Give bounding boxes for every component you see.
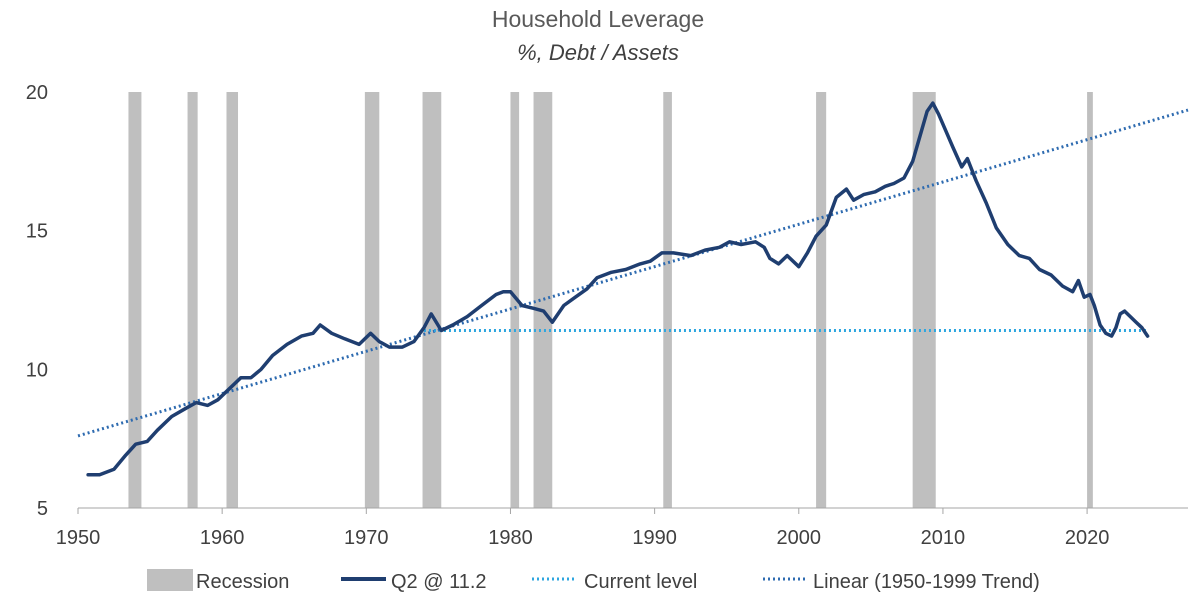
x-tick-label: 1960 xyxy=(200,527,245,549)
chart-subtitle: %, Debt / Assets xyxy=(517,40,679,65)
recession-bands xyxy=(128,92,1093,508)
legend: Recession Q2 @ 11.2 Current level Linear… xyxy=(147,569,1040,593)
recession-band xyxy=(912,92,936,508)
recession-band xyxy=(663,92,672,508)
trend-line-layer xyxy=(77,108,1189,438)
leverage-series-line xyxy=(86,101,1150,477)
y-axis-ticks: 5 10 15 20 xyxy=(26,82,48,520)
legend-trend-label: Linear (1950-1999 Trend) xyxy=(813,571,1040,593)
y-tick-label: 20 xyxy=(26,82,48,104)
x-tick-label: 1990 xyxy=(632,527,677,549)
recession-band xyxy=(226,92,239,508)
recession-band xyxy=(128,92,142,508)
recession-band xyxy=(816,92,827,508)
recession-band xyxy=(422,92,442,508)
chart-title: Household Leverage xyxy=(492,6,704,32)
x-tick-label: 1980 xyxy=(488,527,533,549)
recession-band xyxy=(533,92,553,508)
x-axis-ticks: 1950 1960 1970 1980 1990 2000 2010 2020 xyxy=(56,508,1110,549)
x-tick-label: 1950 xyxy=(56,527,101,549)
legend-recession-swatch xyxy=(147,569,193,591)
y-tick-label: 5 xyxy=(37,498,48,520)
x-tick-label: 2000 xyxy=(777,527,822,549)
legend-recession-label: Recession xyxy=(196,571,289,593)
leverage-series-layer xyxy=(86,101,1150,477)
x-tick-label: 1970 xyxy=(344,527,389,549)
trend-line xyxy=(77,108,1189,438)
recession-band xyxy=(1087,92,1093,508)
legend-current-label: Current level xyxy=(584,571,697,593)
legend-series-label: Q2 @ 11.2 xyxy=(391,571,487,593)
x-tick-label: 2010 xyxy=(921,527,966,549)
recession-band xyxy=(187,92,198,508)
y-tick-label: 10 xyxy=(26,359,48,381)
recession-band xyxy=(364,92,380,508)
y-tick-label: 15 xyxy=(26,221,48,243)
x-tick-label: 2020 xyxy=(1065,527,1110,549)
recession-band xyxy=(510,92,520,508)
